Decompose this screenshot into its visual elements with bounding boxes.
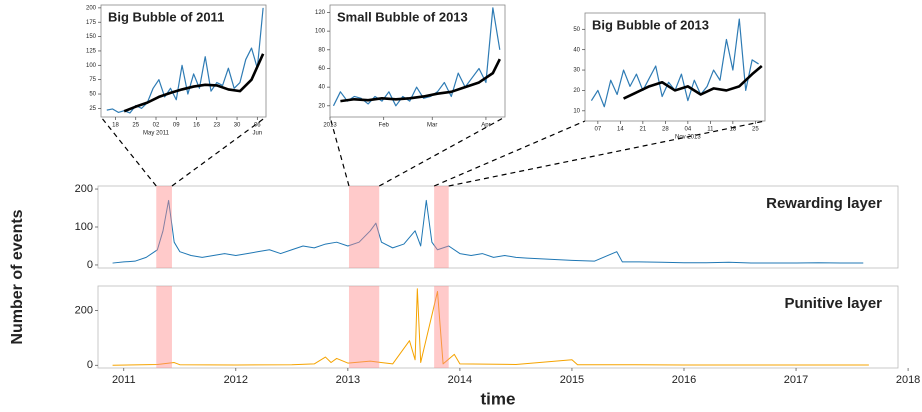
highlight-band bbox=[156, 286, 172, 368]
x-tick-label: 23 bbox=[213, 123, 220, 129]
x-tick-label: 2013 bbox=[336, 374, 360, 386]
y-tick-label: 10 bbox=[573, 108, 580, 114]
x-tick-label: 02 bbox=[153, 123, 160, 129]
y-tick-label: 75 bbox=[89, 77, 96, 83]
x-sublabel: Jun bbox=[252, 131, 262, 137]
y-tick-label: 100 bbox=[315, 29, 326, 35]
x-tick-label: 2017 bbox=[784, 374, 808, 386]
inset-title: Big Bubble of 2013 bbox=[592, 17, 709, 32]
connector bbox=[100, 116, 157, 187]
y-tick-label: 60 bbox=[318, 66, 325, 72]
series-line bbox=[332, 7, 501, 107]
x-tick-label: 25 bbox=[752, 127, 759, 133]
series-line bbox=[106, 7, 264, 114]
x-tick-label: 30 bbox=[234, 123, 241, 129]
highlight-band bbox=[348, 186, 380, 268]
x-tick-label: 25 bbox=[132, 123, 139, 129]
y-tick-label: 200 bbox=[86, 5, 97, 11]
x-tick-label: 2012 bbox=[224, 374, 248, 386]
x-tick-label: 2016 bbox=[672, 374, 696, 386]
x-tick-label: 2015 bbox=[560, 374, 584, 386]
y-tick-label: 40 bbox=[318, 85, 325, 91]
x-tick-label: 06 bbox=[254, 123, 261, 129]
connector bbox=[433, 120, 586, 187]
y-axis-label: Number of events bbox=[9, 209, 26, 344]
x-tick-label: 09 bbox=[173, 123, 180, 129]
y-tick-label: 80 bbox=[318, 47, 325, 53]
inset-title: Big Bubble of 2011 bbox=[108, 9, 224, 24]
panel-title: Rewarding layer bbox=[766, 195, 882, 212]
plot-frame bbox=[584, 12, 766, 122]
y-tick-label: 30 bbox=[573, 68, 580, 74]
inset-title: Small Bubble of 2013 bbox=[337, 9, 468, 24]
y-tick-label: 200 bbox=[75, 305, 93, 317]
connector bbox=[329, 116, 350, 187]
y-tick-label: 200 bbox=[75, 183, 93, 195]
x-tick-label: 18 bbox=[112, 123, 119, 129]
series-line bbox=[123, 53, 265, 113]
y-tick-label: 0 bbox=[87, 359, 93, 371]
y-tick-label: 0 bbox=[87, 259, 93, 271]
x-tick-label: 07 bbox=[595, 127, 602, 133]
x-tick-label: 2013 bbox=[323, 123, 337, 129]
x-axis-label: time bbox=[481, 389, 516, 408]
y-tick-label: 20 bbox=[318, 103, 325, 109]
y-tick-label: 125 bbox=[86, 49, 97, 55]
x-tick-label: 2011 bbox=[112, 374, 136, 386]
y-tick-label: 100 bbox=[75, 221, 93, 233]
highlight-band bbox=[434, 186, 449, 268]
x-tick-label: 2014 bbox=[448, 374, 472, 386]
highlight-band bbox=[156, 186, 172, 268]
connector bbox=[378, 116, 506, 187]
highlight-band bbox=[434, 286, 449, 368]
series-line bbox=[112, 199, 864, 264]
series-line bbox=[112, 288, 869, 366]
x-tick-label: Mar bbox=[427, 123, 437, 129]
x-tick-label: 14 bbox=[617, 127, 624, 133]
y-tick-label: 50 bbox=[89, 92, 96, 98]
x-tick-label: 18 bbox=[730, 127, 737, 133]
x-tick-label: 11 bbox=[707, 127, 714, 133]
connector bbox=[171, 116, 267, 187]
x-tick-label: 28 bbox=[662, 127, 669, 133]
y-tick-label: 120 bbox=[315, 10, 326, 16]
x-tick-label: 2018 bbox=[896, 374, 920, 386]
x-tick-label: 16 bbox=[193, 123, 200, 129]
series-line bbox=[623, 64, 763, 100]
x-tick-label: Feb bbox=[379, 123, 390, 129]
connector bbox=[448, 120, 766, 187]
y-tick-label: 20 bbox=[573, 88, 580, 94]
y-tick-label: 40 bbox=[573, 47, 580, 53]
y-tick-label: 25 bbox=[89, 106, 96, 112]
y-tick-label: 175 bbox=[86, 20, 97, 26]
x-tick-label: 04 bbox=[685, 127, 692, 133]
y-tick-label: 100 bbox=[86, 63, 97, 69]
x-sublabel: Nov 2013 bbox=[675, 135, 701, 141]
x-sublabel: May 2011 bbox=[143, 131, 170, 137]
plot-frame bbox=[97, 285, 899, 369]
highlight-band bbox=[348, 286, 380, 368]
x-tick-label: 21 bbox=[640, 127, 647, 133]
panel-title: Punitive layer bbox=[784, 295, 882, 312]
y-tick-label: 150 bbox=[86, 34, 97, 40]
y-tick-label: 50 bbox=[573, 27, 580, 33]
series-line bbox=[340, 58, 501, 103]
x-tick-label: Apr bbox=[481, 123, 490, 129]
plot-frame bbox=[100, 4, 267, 118]
